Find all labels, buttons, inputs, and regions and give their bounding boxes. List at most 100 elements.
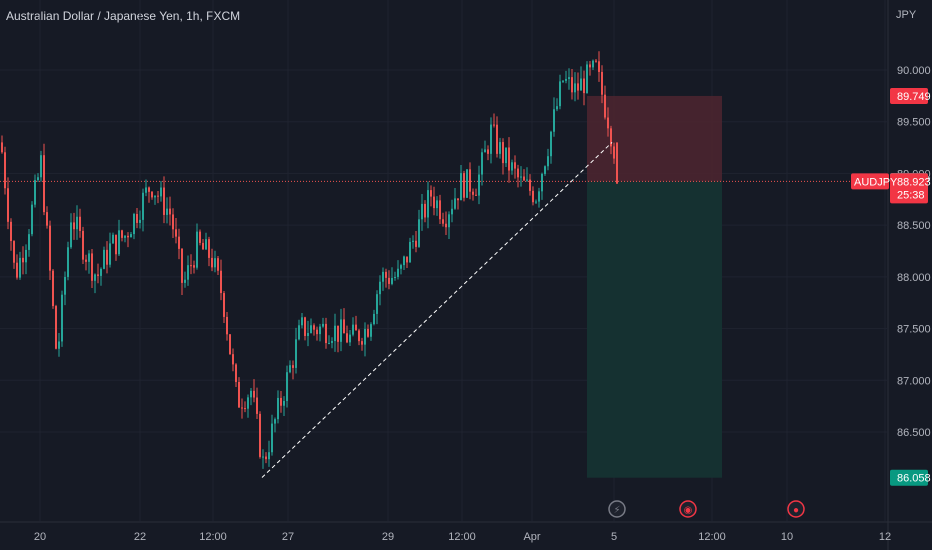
candle-body bbox=[55, 306, 57, 349]
candle-body bbox=[127, 235, 129, 238]
candle-body bbox=[424, 203, 426, 218]
candle-body bbox=[196, 231, 198, 268]
candle-body bbox=[262, 456, 264, 458]
candle-body bbox=[13, 241, 15, 263]
candle-body bbox=[343, 319, 345, 334]
candle-body bbox=[256, 397, 258, 414]
target-event-icon-glyph: ● bbox=[793, 505, 799, 516]
candle-body bbox=[139, 219, 141, 223]
candle-body bbox=[358, 330, 360, 342]
candle-body bbox=[451, 208, 453, 215]
x-tick-label: 5 bbox=[611, 531, 617, 543]
candle-body bbox=[76, 216, 78, 230]
candle-body bbox=[109, 243, 111, 265]
candle-body bbox=[376, 294, 378, 314]
candle-body bbox=[238, 381, 240, 408]
stop-price-badge-bg bbox=[890, 87, 928, 104]
candle-body bbox=[46, 212, 48, 226]
candle-body bbox=[355, 324, 357, 331]
candle-body bbox=[379, 281, 381, 295]
candle-body bbox=[61, 294, 63, 342]
candle-body bbox=[556, 106, 558, 110]
candle-body bbox=[526, 179, 528, 181]
target-price-badge-bg bbox=[890, 469, 928, 486]
x-tick-label: 22 bbox=[134, 531, 146, 543]
candle-body bbox=[550, 131, 552, 157]
candle-body bbox=[607, 117, 609, 129]
candle-body bbox=[40, 155, 42, 178]
candle-body bbox=[427, 190, 429, 218]
candle-body bbox=[568, 77, 570, 79]
candle-body bbox=[199, 231, 201, 243]
target-event-icon: ● bbox=[787, 500, 805, 518]
candle-body bbox=[265, 456, 267, 460]
candle-body bbox=[532, 190, 534, 203]
candle-body bbox=[385, 271, 387, 278]
candle-body bbox=[511, 162, 513, 171]
candle-body bbox=[229, 334, 231, 355]
candle-body bbox=[295, 339, 297, 368]
candle-body bbox=[184, 279, 186, 283]
candle-body bbox=[535, 201, 537, 203]
candle-body bbox=[151, 191, 153, 198]
candle-body bbox=[130, 234, 132, 238]
candle-body bbox=[118, 230, 120, 255]
countdown-label: 25:38 bbox=[897, 189, 925, 201]
candle-body bbox=[10, 221, 12, 242]
stop-price-badge: 89.749 bbox=[897, 91, 931, 103]
candle-body bbox=[361, 341, 363, 345]
candle-body bbox=[340, 319, 342, 342]
candle-body bbox=[82, 230, 84, 260]
candle-body bbox=[454, 198, 456, 209]
y-tick-label: 87.500 bbox=[897, 324, 931, 336]
candle-body bbox=[208, 239, 210, 258]
candle-body bbox=[160, 187, 162, 197]
candle-body bbox=[388, 277, 390, 284]
candle-body bbox=[235, 364, 237, 382]
candle-body bbox=[613, 146, 615, 159]
x-tick-label: 12:00 bbox=[448, 531, 476, 543]
candle-body bbox=[601, 71, 603, 95]
candle-body bbox=[448, 214, 450, 228]
candle-body bbox=[52, 270, 54, 307]
candle-body bbox=[277, 397, 279, 420]
last-price-badge: 88.923 bbox=[897, 176, 931, 188]
candle-body bbox=[595, 60, 597, 62]
candle-body bbox=[337, 325, 339, 342]
candle-body bbox=[181, 248, 183, 283]
candles bbox=[1, 51, 618, 469]
y-tick-label: 87.000 bbox=[897, 375, 931, 387]
candle-body bbox=[421, 203, 423, 220]
candle-body bbox=[304, 317, 306, 336]
candle-body bbox=[460, 173, 462, 201]
candle-body bbox=[466, 169, 468, 198]
candle-body bbox=[37, 177, 39, 181]
candle-body bbox=[373, 313, 375, 325]
candle-body bbox=[322, 323, 324, 327]
candle-body bbox=[226, 316, 228, 335]
chart-title: Australian Dollar / Japanese Yen, 1h, FX… bbox=[6, 9, 241, 23]
candle-body bbox=[439, 200, 441, 220]
candle-body bbox=[94, 274, 96, 281]
symbol-badge: AUDJPY bbox=[854, 176, 898, 188]
candle-body bbox=[157, 195, 159, 197]
candle-body bbox=[331, 341, 333, 343]
x-tick-label: 12:00 bbox=[698, 531, 726, 543]
candle-body bbox=[148, 187, 150, 192]
candle-body bbox=[583, 78, 585, 94]
candle-body bbox=[241, 407, 243, 409]
candle-body bbox=[205, 239, 207, 250]
candle-body bbox=[22, 257, 24, 263]
candle-body bbox=[604, 94, 606, 118]
candle-body bbox=[193, 265, 195, 268]
candle-body bbox=[220, 270, 222, 294]
candle-body bbox=[469, 169, 471, 192]
x-tick-label: 12 bbox=[879, 531, 891, 543]
candle-body bbox=[169, 208, 171, 215]
candle-body bbox=[70, 222, 72, 248]
candle-body bbox=[502, 142, 504, 164]
globe-event-icon: ◉ bbox=[679, 500, 697, 518]
candle-body bbox=[406, 256, 408, 263]
target-price-badge: 86.058 bbox=[897, 473, 931, 485]
